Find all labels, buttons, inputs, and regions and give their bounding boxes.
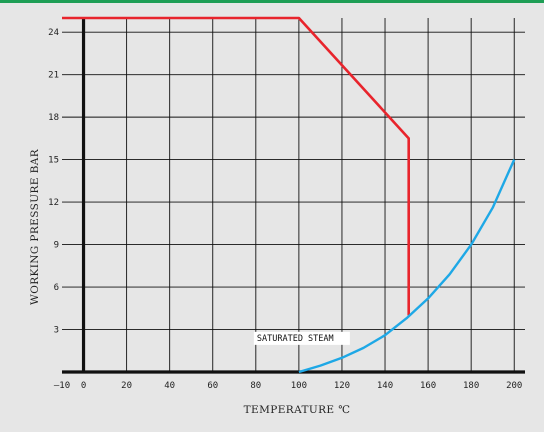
x-tick-label: 140 [377,381,393,391]
x-tick-label: 0 [81,381,86,391]
x-tick-label: 200 [506,381,522,391]
y-tick-label: 6 [54,283,59,293]
x-tick-label: 180 [463,381,479,391]
series [62,16,516,374]
x-tick-label: 120 [334,381,350,391]
x-axis-title: TEMPERATURE ℃ [244,404,351,416]
grid [62,18,525,372]
x-tick-label: 80 [250,381,261,391]
axes [62,18,525,374]
y-tick-label: 3 [54,326,59,336]
x-tick-label: 20 [121,381,132,391]
y-tick-label: 21 [48,71,59,81]
top-accent-bar [0,0,544,3]
y-axis-title: WORKING PRESSURE BAR [29,148,41,305]
y-tick-label: 15 [48,156,59,166]
annotation-label: SATURATED STEAM [257,334,334,344]
x-tick-label: 100 [291,381,307,391]
x-tick-label: 40 [164,381,175,391]
labels: –10 0 20 40 60 80 100 120 140 160 180 200 3 6 9 12 15 18 2… [48,28,522,391]
y-tick-label: 12 [48,198,59,208]
series-saturated-steam-line [298,159,516,374]
x-tick-label: 160 [420,381,436,391]
annotation-box [253,331,350,345]
x-tick-label: 60 [207,381,218,391]
y-tick-label: 18 [48,113,59,123]
series-max-rating-line [62,16,411,316]
y-tick-label: 24 [48,28,59,38]
x-tick-label: –10 [54,381,70,391]
y-tick-label: 9 [54,241,59,251]
